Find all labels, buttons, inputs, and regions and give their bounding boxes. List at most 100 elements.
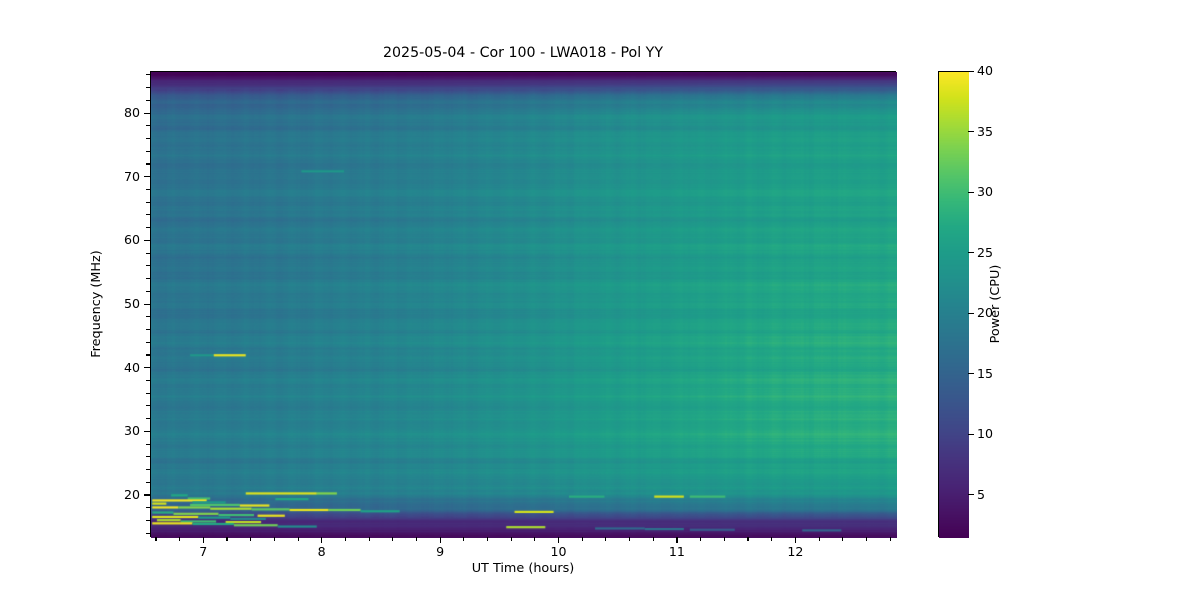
y-minor-tick bbox=[146, 443, 150, 445]
x-major-tick bbox=[439, 537, 441, 543]
y-minor-tick bbox=[146, 150, 150, 152]
y-minor-tick bbox=[146, 227, 150, 229]
colorbar-tick bbox=[968, 312, 974, 314]
y-tick-label: 30 bbox=[123, 423, 140, 439]
colorbar-tick-label: 35 bbox=[977, 123, 994, 139]
y-tick-label: 50 bbox=[123, 296, 140, 311]
colorbar-tick bbox=[968, 373, 974, 375]
colorbar-axes bbox=[938, 71, 969, 538]
colorbar-tick bbox=[968, 70, 974, 72]
y-tick-label: 70 bbox=[123, 168, 140, 184]
y-minor-tick bbox=[146, 456, 150, 458]
y-minor-tick bbox=[146, 519, 150, 522]
x-major-tick bbox=[202, 537, 204, 543]
x-minor-tick bbox=[818, 537, 820, 541]
colorbar-tick-label: 25 bbox=[977, 244, 994, 260]
x-minor-tick bbox=[652, 537, 654, 541]
y-minor-tick bbox=[146, 188, 150, 190]
y-minor-tick bbox=[146, 74, 150, 76]
y-minor-tick bbox=[146, 507, 150, 509]
spectrogram-axes bbox=[150, 71, 897, 538]
x-minor-tick bbox=[463, 537, 465, 541]
x-minor-tick bbox=[415, 537, 418, 541]
x-minor-tick bbox=[771, 537, 773, 541]
y-minor-tick bbox=[146, 99, 150, 101]
y-minor-tick bbox=[146, 137, 150, 140]
x-minor-tick bbox=[392, 537, 394, 541]
x-major-tick bbox=[558, 537, 560, 543]
colorbar-label: Power (CPU) bbox=[988, 264, 1003, 344]
y-minor-tick bbox=[146, 290, 150, 292]
x-minor-tick bbox=[605, 537, 607, 541]
y-major-tick bbox=[144, 430, 150, 432]
x-minor-tick bbox=[155, 537, 157, 541]
y-minor-tick bbox=[146, 214, 150, 216]
y-minor-tick bbox=[146, 316, 150, 318]
x-tick-label: 10 bbox=[550, 544, 567, 559]
x-minor-tick bbox=[226, 537, 228, 541]
x-minor-tick bbox=[486, 537, 489, 541]
x-minor-tick bbox=[700, 537, 702, 541]
x-tick-label: 9 bbox=[436, 544, 445, 559]
y-minor-tick bbox=[146, 379, 150, 381]
y-minor-tick bbox=[146, 265, 150, 267]
x-major-tick bbox=[321, 537, 323, 543]
y-minor-tick bbox=[146, 328, 150, 331]
y-minor-tick bbox=[146, 125, 150, 127]
x-tick-label: 12 bbox=[787, 544, 804, 559]
y-minor-tick bbox=[146, 392, 150, 394]
x-minor-tick bbox=[889, 537, 891, 541]
colorbar-tick bbox=[968, 131, 974, 133]
y-tick-label: 40 bbox=[123, 359, 140, 375]
x-minor-tick bbox=[723, 537, 725, 541]
x-major-tick bbox=[794, 537, 796, 543]
colorbar-tick bbox=[968, 252, 974, 254]
colorbar-tick-label: 10 bbox=[977, 426, 994, 442]
x-major-tick bbox=[676, 537, 678, 543]
x-minor-tick bbox=[865, 537, 867, 541]
x-minor-tick bbox=[368, 537, 370, 541]
x-tick-label: 11 bbox=[668, 544, 685, 559]
y-major-tick bbox=[144, 176, 150, 178]
colorbar-tick bbox=[968, 191, 974, 193]
y-minor-tick bbox=[146, 252, 150, 254]
x-minor-tick bbox=[179, 537, 181, 541]
y-tick-label: 80 bbox=[123, 105, 140, 121]
y-major-tick bbox=[144, 494, 150, 496]
colorbar-tick bbox=[968, 433, 974, 435]
x-minor-tick bbox=[842, 537, 844, 541]
y-minor-tick bbox=[146, 405, 150, 407]
y-axis-label: Frequency (MHz) bbox=[89, 250, 104, 358]
y-minor-tick bbox=[146, 201, 150, 203]
y-minor-tick bbox=[146, 278, 150, 280]
y-minor-tick bbox=[146, 163, 150, 165]
spectrogram-heatmap bbox=[151, 72, 897, 538]
colorbar-tick-label: 40 bbox=[977, 63, 994, 78]
y-tick-label: 20 bbox=[123, 486, 140, 502]
y-major-tick bbox=[144, 303, 150, 305]
colorbar-tick-label: 15 bbox=[977, 365, 994, 381]
x-minor-tick bbox=[534, 537, 536, 541]
x-minor-tick bbox=[250, 537, 252, 541]
x-minor-tick bbox=[629, 537, 631, 541]
page-title: 2025-05-04 - Cor 100 - LWA018 - Pol YY bbox=[382, 45, 664, 61]
x-minor-tick bbox=[273, 537, 275, 541]
x-axis-label: UT Time (hours) bbox=[471, 561, 575, 576]
y-major-tick bbox=[144, 112, 150, 114]
colorbar-tick-label: 30 bbox=[977, 184, 994, 200]
y-minor-tick bbox=[146, 532, 150, 534]
x-minor-tick bbox=[510, 537, 512, 541]
x-minor-tick bbox=[747, 537, 749, 541]
x-minor-tick bbox=[344, 537, 346, 541]
y-tick-label: 60 bbox=[123, 232, 140, 248]
y-major-tick bbox=[144, 239, 150, 241]
colorbar-tick bbox=[968, 494, 974, 496]
y-minor-tick bbox=[146, 87, 150, 89]
x-tick-label: 7 bbox=[199, 544, 208, 559]
y-minor-tick bbox=[146, 354, 150, 356]
y-minor-tick bbox=[146, 481, 150, 483]
x-minor-tick bbox=[297, 537, 299, 541]
x-tick-label: 8 bbox=[317, 544, 326, 559]
y-minor-tick bbox=[146, 469, 150, 471]
